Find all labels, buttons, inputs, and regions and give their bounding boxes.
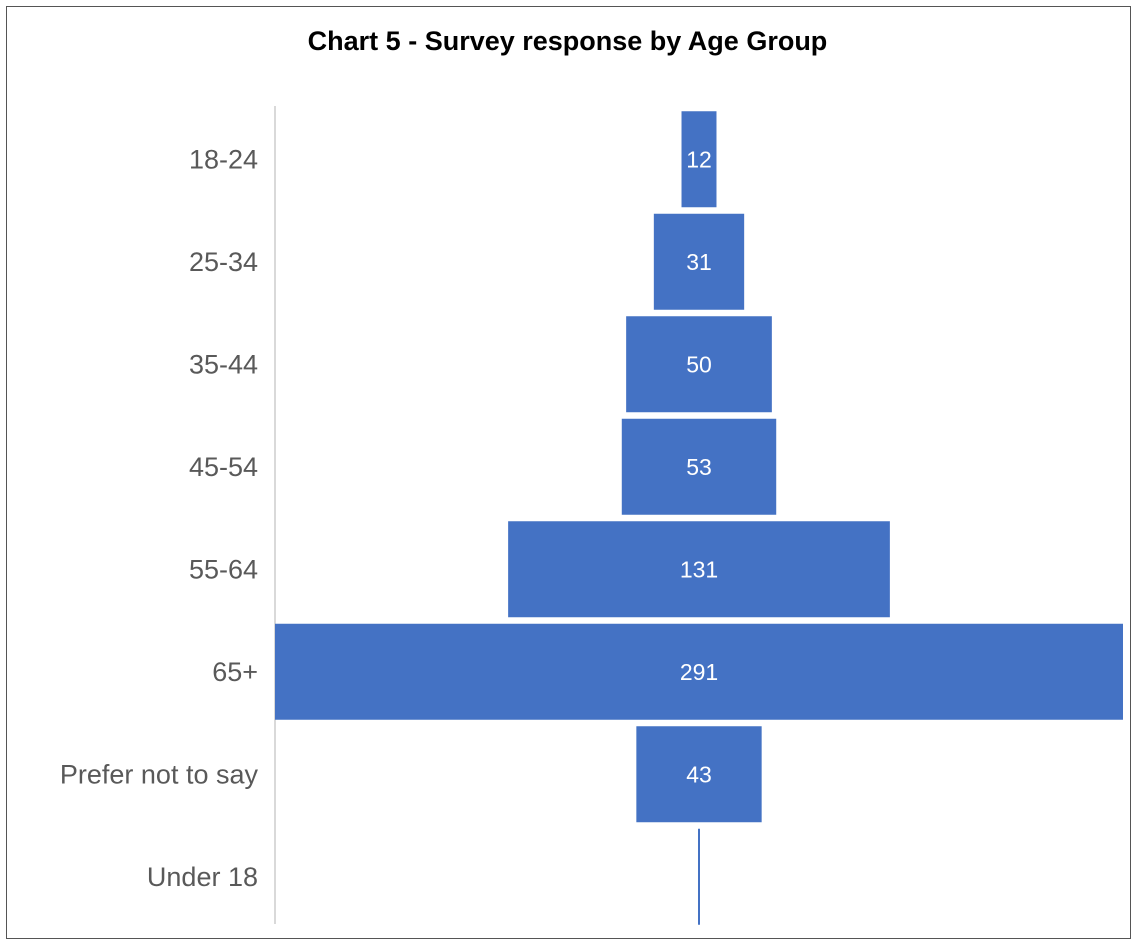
category-label: 45-54 — [189, 452, 258, 482]
category-label: 25-34 — [189, 247, 258, 277]
category-label: 55-64 — [189, 554, 258, 584]
data-label: 43 — [686, 761, 712, 787]
category-label: 35-44 — [189, 349, 258, 379]
funnel-bar — [275, 623, 1123, 720]
data-label: 31 — [686, 249, 712, 275]
data-label: 12 — [686, 146, 712, 172]
funnel-bar — [636, 726, 762, 823]
data-label: 50 — [686, 351, 712, 377]
category-label: 65+ — [212, 657, 258, 687]
funnel-bar — [681, 111, 717, 208]
data-label: 291 — [680, 659, 718, 685]
data-label: 131 — [680, 556, 718, 582]
data-label: 53 — [686, 454, 712, 480]
chart-frame — [6, 6, 1131, 939]
funnel-bar — [508, 521, 890, 618]
category-label: 18-24 — [189, 144, 258, 174]
funnel-bar — [626, 316, 772, 413]
funnel-bar — [621, 418, 777, 515]
category-label: Under 18 — [147, 862, 258, 892]
chart-title: Chart 5 - Survey response by Age Group — [307, 26, 828, 56]
category-label: Prefer not to say — [60, 759, 259, 789]
funnel-bar — [653, 213, 745, 310]
